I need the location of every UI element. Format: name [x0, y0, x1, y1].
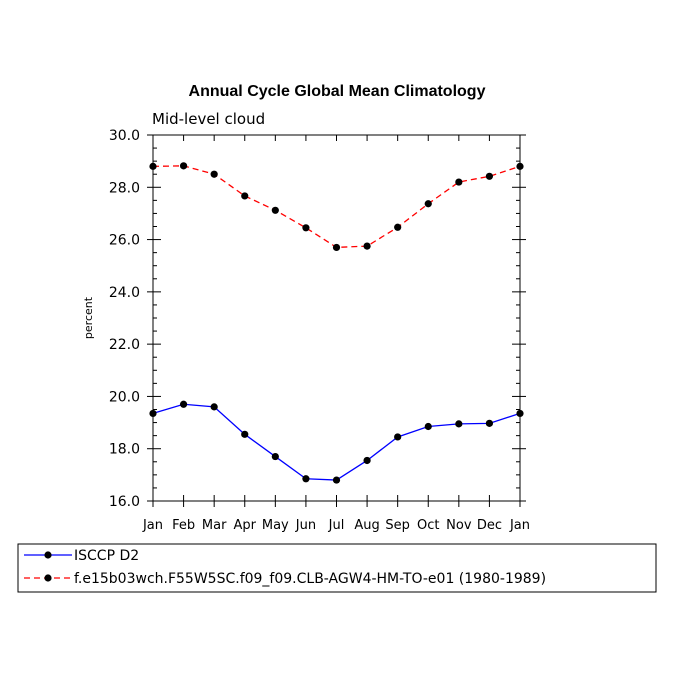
chart-title: Annual Cycle Global Mean Climatology — [189, 83, 486, 100]
y-tick-label: 26.0 — [109, 233, 140, 249]
data-point — [485, 419, 494, 427]
series-1 — [149, 162, 524, 252]
series-layer — [149, 162, 524, 484]
legend-label: f.e15b03wch.F55W5SC.f09_f09.CLB-AGW4-HM-… — [74, 571, 546, 587]
data-point — [455, 420, 463, 428]
data-point — [332, 476, 341, 484]
legend-label: ISCCP D2 — [74, 548, 139, 564]
data-point — [179, 162, 188, 170]
data-point — [516, 409, 524, 418]
data-point — [271, 452, 279, 461]
data-point — [271, 206, 279, 214]
y-tick-label: 30.0 — [109, 128, 140, 144]
data-point — [485, 172, 494, 180]
data-point — [394, 433, 402, 441]
data-point — [363, 242, 371, 250]
y-axis-label: percent — [82, 296, 95, 339]
data-point — [149, 162, 157, 170]
y-tick-label: 24.0 — [109, 285, 140, 301]
legend-box — [17, 543, 657, 593]
x-tick-label: Dec — [477, 518, 502, 533]
data-point — [394, 223, 402, 231]
series-line — [152, 165, 521, 249]
y-tick-label: 20.0 — [109, 389, 140, 405]
data-point — [179, 400, 188, 408]
data-point — [149, 409, 157, 418]
x-tick-label: Oct — [417, 518, 439, 533]
x-tick-label: Apr — [234, 518, 257, 533]
y-tick-label: 22.0 — [109, 337, 140, 353]
legend: ISCCP D2 f.e15b03wch.F55W5SC.f09_f09.CLB-… — [17, 543, 657, 593]
chart-subtitle: Mid-level cloud — [152, 110, 265, 128]
data-point — [424, 200, 432, 208]
y-tick-labels: 16.0 18.0 20.0 22.0 24.0 26.0 28.0 30.0 — [109, 128, 140, 510]
x-tick-labels: Jan Feb Mar Apr May Jun Jul Aug Sep Oct Nov Dec Jan — [142, 518, 530, 533]
x-tick-label: Jan — [509, 518, 530, 533]
x-tick-label: Aug — [354, 518, 379, 533]
legend-item: f.e15b03wch.F55W5SC.f09_f09.CLB-AGW4-HM-… — [24, 571, 546, 587]
y-tick-label: 16.0 — [109, 494, 140, 510]
data-point — [210, 170, 218, 178]
x-tick-label: May — [262, 518, 289, 533]
series-0 — [149, 400, 524, 484]
data-point — [210, 403, 218, 411]
data-point — [332, 243, 341, 252]
axis-ticks — [147, 134, 526, 507]
x-tick-label: Sep — [385, 518, 410, 533]
data-point — [241, 192, 249, 200]
data-point — [424, 422, 432, 431]
series-line — [152, 403, 521, 481]
legend-item: ISCCP D2 — [24, 548, 139, 564]
x-tick-label: Mar — [202, 518, 227, 533]
x-tick-label: Nov — [446, 518, 472, 533]
x-tick-label: Jan — [142, 518, 163, 533]
y-tick-label: 18.0 — [109, 442, 140, 458]
x-tick-label: Jul — [328, 518, 345, 533]
legend-marker — [44, 551, 52, 559]
y-tick-label: 28.0 — [109, 180, 140, 196]
data-point — [516, 162, 524, 170]
legend-marker — [44, 574, 52, 582]
data-point — [241, 430, 249, 438]
data-point — [302, 475, 310, 483]
data-point — [455, 178, 463, 186]
x-tick-label: Feb — [172, 518, 195, 533]
data-point — [363, 456, 371, 465]
data-point — [302, 224, 310, 232]
plot-frame — [152, 134, 521, 502]
x-tick-label: Jun — [295, 518, 316, 533]
